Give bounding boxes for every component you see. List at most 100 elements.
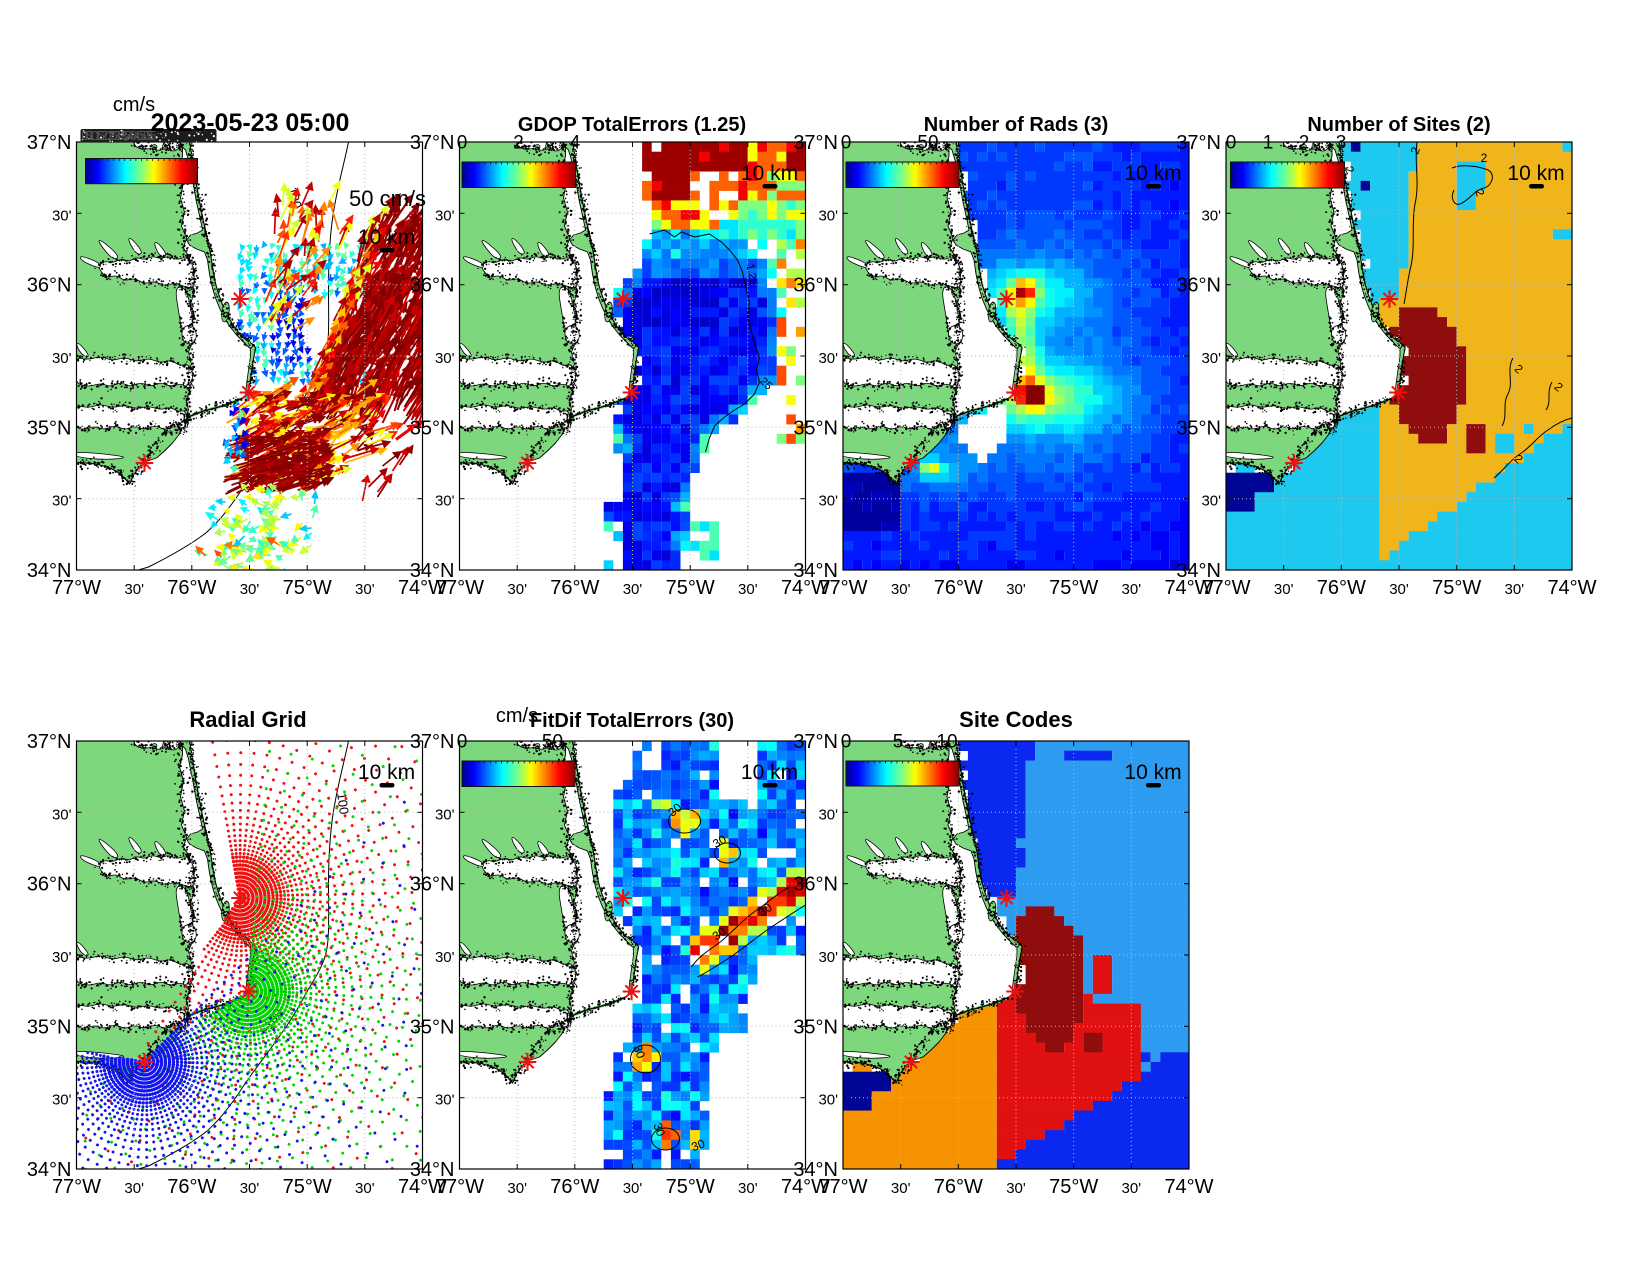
svg-text:1.25: 1.25	[744, 263, 760, 286]
svg-text:75°W: 75°W	[1049, 1176, 1098, 1198]
svg-text:37°N: 37°N	[410, 132, 455, 154]
svg-text:10 km: 10 km	[741, 162, 798, 185]
svg-text:74°W: 74°W	[1164, 577, 1213, 599]
svg-text:37°N: 37°N	[27, 731, 72, 753]
svg-text:5: 5	[893, 732, 904, 753]
svg-text:75°W: 75°W	[666, 1176, 715, 1198]
svg-text:35°N: 35°N	[410, 1016, 455, 1038]
svg-text:FitDif TotalErrors (30): FitDif TotalErrors (30)	[530, 710, 734, 732]
svg-text:10 km: 10 km	[358, 761, 415, 784]
svg-text:4: 4	[570, 133, 581, 154]
svg-text:34°N: 34°N	[793, 560, 838, 582]
svg-text:77°W: 77°W	[435, 1176, 484, 1198]
svg-text:77°W: 77°W	[818, 577, 867, 599]
svg-text:77°W: 77°W	[818, 1176, 867, 1198]
svg-text:37°N: 37°N	[1176, 132, 1221, 154]
svg-text:37°N: 37°N	[793, 731, 838, 753]
svg-text:30': 30'	[52, 949, 72, 966]
svg-text:30: 30	[630, 1043, 648, 1061]
svg-text:35°N: 35°N	[410, 417, 455, 439]
svg-text:34°N: 34°N	[27, 1159, 72, 1181]
svg-text:30': 30'	[818, 806, 838, 823]
svg-text:30': 30'	[1122, 581, 1142, 598]
svg-text:36°N: 36°N	[410, 874, 455, 896]
svg-text:30': 30'	[240, 1180, 260, 1197]
svg-text:10 km: 10 km	[358, 226, 415, 249]
svg-text:34°N: 34°N	[410, 1159, 455, 1181]
svg-text:30': 30'	[623, 1180, 643, 1197]
svg-text:Number of Rads (3): Number of Rads (3)	[924, 114, 1108, 136]
svg-text:10: 10	[936, 732, 957, 753]
svg-text:30': 30'	[891, 581, 911, 598]
svg-text:0510152025303540455055: 0510152025303540455055	[82, 128, 157, 143]
svg-text:36°N: 36°N	[410, 275, 455, 297]
svg-text:30': 30'	[52, 806, 72, 823]
svg-text:30': 30'	[435, 350, 455, 367]
svg-text:76°W: 76°W	[550, 1176, 599, 1198]
svg-text:0: 0	[841, 732, 852, 753]
svg-text:30': 30'	[355, 581, 375, 598]
svg-text:GDOP TotalErrors (1.25): GDOP TotalErrors (1.25)	[518, 114, 746, 136]
svg-text:74°W: 74°W	[398, 577, 447, 599]
svg-text:35°N: 35°N	[793, 1016, 838, 1038]
svg-text:cm/s: cm/s	[113, 94, 155, 116]
svg-text:30': 30'	[1201, 207, 1221, 224]
svg-text:76°W: 76°W	[550, 577, 599, 599]
svg-text:30': 30'	[52, 493, 72, 510]
svg-text:30': 30'	[124, 581, 144, 598]
svg-text:10 km: 10 km	[1124, 761, 1181, 784]
svg-text:74°W: 74°W	[398, 1176, 447, 1198]
svg-text:76°W: 76°W	[934, 1176, 983, 1198]
svg-text:34°N: 34°N	[793, 1159, 838, 1181]
svg-text:75°W: 75°W	[283, 577, 332, 599]
svg-text:50: 50	[917, 133, 938, 154]
svg-text:30': 30'	[891, 1180, 911, 1197]
svg-text:77°W: 77°W	[52, 1176, 101, 1198]
svg-text:2: 2	[1472, 187, 1488, 198]
svg-text:30': 30'	[623, 581, 643, 598]
svg-text:Site Codes: Site Codes	[959, 707, 1073, 732]
svg-text:76°W: 76°W	[934, 577, 983, 599]
svg-text:30': 30'	[435, 207, 455, 224]
svg-text:30': 30'	[1201, 493, 1221, 510]
svg-text:30': 30'	[738, 581, 758, 598]
svg-text:37°N: 37°N	[410, 731, 455, 753]
svg-text:30': 30'	[1389, 581, 1409, 598]
svg-text:76°W: 76°W	[167, 1176, 216, 1198]
svg-text:30': 30'	[1006, 1180, 1026, 1197]
svg-text:75°W: 75°W	[283, 1176, 332, 1198]
svg-text:35°N: 35°N	[1176, 417, 1221, 439]
svg-text:36°N: 36°N	[27, 874, 72, 896]
svg-text:30': 30'	[818, 207, 838, 224]
svg-text:30': 30'	[435, 949, 455, 966]
svg-text:74°W: 74°W	[1547, 577, 1596, 599]
svg-text:30': 30'	[507, 581, 527, 598]
svg-text:100: 100	[334, 792, 352, 815]
svg-text:30': 30'	[52, 207, 72, 224]
svg-text:Radial Grid: Radial Grid	[189, 707, 306, 732]
svg-text:30': 30'	[1006, 581, 1026, 598]
svg-text:77°W: 77°W	[435, 577, 484, 599]
svg-text:36°N: 36°N	[793, 874, 838, 896]
svg-text:30': 30'	[435, 1092, 455, 1109]
svg-text:34°N: 34°N	[27, 560, 72, 582]
svg-text:35°N: 35°N	[27, 417, 72, 439]
svg-text:50: 50	[542, 732, 563, 753]
svg-text:30': 30'	[1505, 581, 1525, 598]
svg-text:77°W: 77°W	[1201, 577, 1250, 599]
svg-text:75°W: 75°W	[1432, 577, 1481, 599]
svg-text:30': 30'	[240, 581, 260, 598]
svg-text:30': 30'	[52, 350, 72, 367]
svg-text:2: 2	[1481, 151, 1488, 165]
svg-text:30': 30'	[435, 493, 455, 510]
svg-text:74°W: 74°W	[781, 577, 830, 599]
svg-text:30: 30	[710, 832, 729, 851]
svg-text:10 km: 10 km	[1507, 162, 1564, 185]
svg-text:34°N: 34°N	[1176, 560, 1221, 582]
svg-text:30': 30'	[355, 1180, 375, 1197]
svg-text:36°N: 36°N	[27, 275, 72, 297]
svg-text:10 km: 10 km	[741, 761, 798, 784]
svg-text:30': 30'	[818, 350, 838, 367]
svg-text:30: 30	[650, 1121, 668, 1139]
svg-text:35°N: 35°N	[793, 417, 838, 439]
